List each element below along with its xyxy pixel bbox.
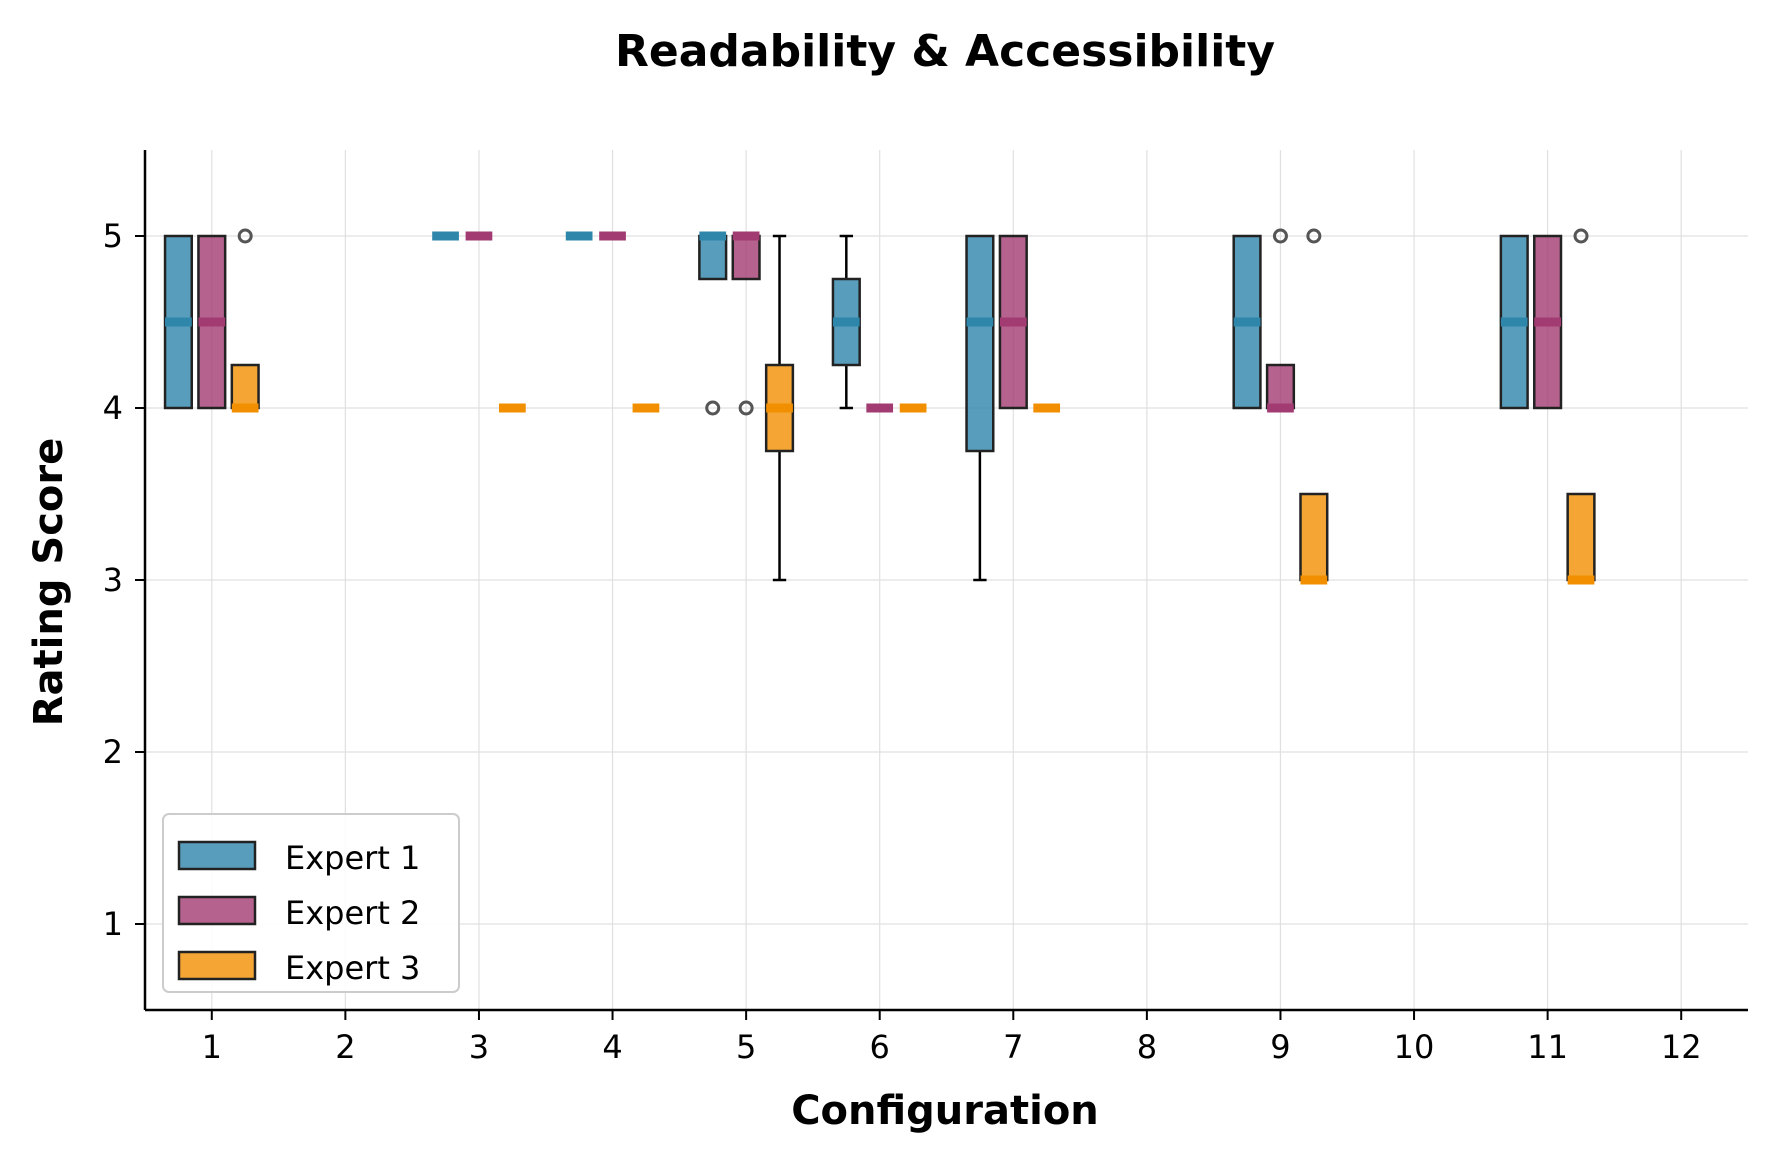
x-tick-label: 7	[1003, 1028, 1023, 1066]
box-config-11	[1566, 228, 1596, 585]
x-axis-label: Configuration	[791, 1088, 1099, 1134]
box-config-1	[197, 234, 227, 410]
legend-item-expert-3: Expert 3	[177, 949, 420, 987]
outlier-point	[237, 228, 253, 244]
y-axis-label: Rating Score	[26, 438, 72, 727]
outlier-point	[1306, 228, 1322, 244]
box-config-7	[965, 234, 995, 582]
y-tick-label: 3	[103, 561, 123, 599]
box-config-1	[230, 228, 260, 413]
outlier-point	[738, 400, 754, 416]
legend-swatch	[177, 840, 257, 871]
legend-swatch	[177, 895, 257, 926]
box-iqr	[1265, 363, 1296, 410]
y-tick-label: 4	[103, 389, 123, 427]
legend: Expert 1 Expert 2 Expert 3	[162, 813, 460, 993]
series-expert-2	[197, 228, 1563, 416]
box-config-5	[731, 231, 761, 416]
x-tick-label: 9	[1270, 1028, 1290, 1066]
legend-label: Expert 3	[285, 949, 420, 987]
y-tick-label: 5	[103, 217, 123, 255]
x-tick-label: 1	[202, 1028, 222, 1066]
legend-label: Expert 1	[285, 839, 420, 877]
legend-item-expert-2: Expert 2	[177, 894, 420, 932]
box-config-11	[1499, 234, 1529, 410]
series-expert-1	[163, 231, 1529, 582]
box-iqr	[731, 234, 761, 281]
box-config-5	[698, 231, 728, 416]
box-iqr	[1566, 492, 1596, 582]
box-config-6	[831, 234, 861, 410]
box-iqr	[230, 363, 260, 410]
chart-title: Readability & Accessibility	[615, 26, 1275, 77]
x-tick-label: 6	[870, 1028, 890, 1066]
x-tick-label: 3	[469, 1028, 489, 1066]
box-iqr	[965, 234, 995, 453]
box-iqr	[1299, 492, 1329, 582]
box-config-1	[163, 234, 194, 410]
y-tick-label: 1	[103, 905, 123, 943]
box-config-5	[764, 234, 795, 582]
legend-label: Expert 2	[285, 894, 420, 932]
legend-swatch	[177, 950, 257, 981]
x-tick-label: 10	[1394, 1028, 1435, 1066]
box-config-7	[998, 234, 1028, 410]
x-tick-label: 11	[1527, 1028, 1568, 1066]
x-tick-label: 4	[602, 1028, 622, 1066]
outlier-point	[705, 400, 721, 416]
x-tick-label: 12	[1661, 1028, 1702, 1066]
outlier-point	[1573, 228, 1589, 244]
box-config-9	[1232, 234, 1262, 410]
box-config-9	[1299, 228, 1329, 585]
box-series	[163, 228, 1596, 585]
y-tick-label: 2	[103, 733, 123, 771]
outlier-point	[1272, 228, 1288, 244]
box-config-11	[1533, 234, 1563, 410]
x-tick-label: 2	[335, 1028, 355, 1066]
legend-item-expert-1: Expert 1	[177, 839, 420, 877]
box-config-9	[1265, 228, 1296, 413]
box-iqr	[698, 234, 728, 281]
series-expert-3	[230, 228, 1596, 585]
grid-lines	[145, 150, 1748, 1010]
x-tick-label: 8	[1137, 1028, 1157, 1066]
x-tick-label: 5	[736, 1028, 756, 1066]
axes	[135, 150, 1748, 1020]
